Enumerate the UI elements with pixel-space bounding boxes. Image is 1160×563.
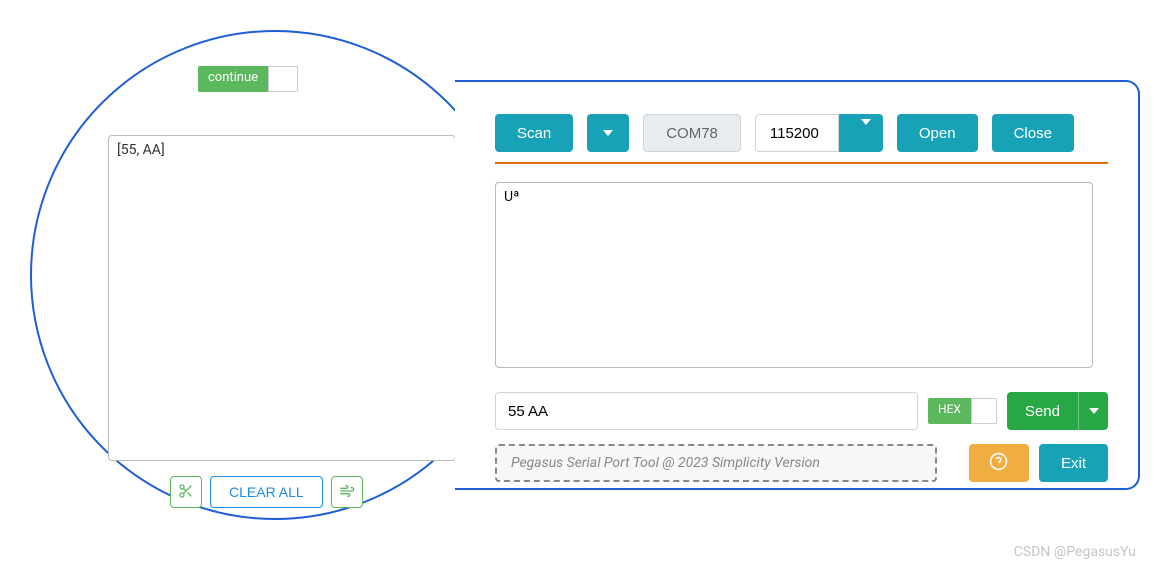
- separator-top: [495, 162, 1108, 164]
- exit-button[interactable]: Exit: [1039, 444, 1108, 482]
- port-name-display: COM78: [643, 114, 741, 152]
- caret-down-icon: [603, 130, 613, 136]
- baud-dropdown-caret[interactable]: [839, 114, 883, 152]
- baud-input[interactable]: [755, 114, 839, 152]
- app-root: continue [55, AA] CLEAR ALL Scan COM78: [20, 20, 1140, 530]
- clear-all-button[interactable]: CLEAR ALL: [210, 476, 323, 508]
- open-button[interactable]: Open: [897, 114, 978, 152]
- watermark-text: CSDN @PegasusYu: [1014, 544, 1136, 560]
- port-toolbar: Scan COM78 Open Close: [495, 114, 1108, 152]
- scissors-left-button[interactable]: [170, 476, 202, 508]
- send-dropdown-caret[interactable]: [1078, 392, 1108, 430]
- hex-toggle[interactable]: HEX: [928, 398, 997, 424]
- hex-toggle-label: HEX: [928, 398, 971, 424]
- footer-row: Pegasus Serial Port Tool @ 2023 Simplici…: [495, 444, 1108, 482]
- footer-info-text: Pegasus Serial Port Tool @ 2023 Simplici…: [495, 444, 937, 482]
- output-textarea[interactable]: Uª: [495, 182, 1093, 368]
- send-input[interactable]: [495, 392, 918, 430]
- continue-toggle-label: continue: [198, 66, 268, 92]
- history-textarea[interactable]: [55, AA]: [108, 135, 456, 461]
- send-button-group: Send: [1007, 392, 1108, 430]
- wind-right-button[interactable]: [331, 476, 363, 508]
- close-button[interactable]: Close: [992, 114, 1074, 152]
- help-icon: [989, 452, 1008, 475]
- send-row: HEX Send: [495, 392, 1108, 430]
- baud-group: [755, 114, 883, 152]
- right-panel: Scan COM78 Open Close Uª HEX Sen: [455, 80, 1140, 490]
- scissors-icon: [178, 483, 194, 502]
- exit-group: Exit: [969, 444, 1108, 482]
- scan-button[interactable]: Scan: [495, 114, 573, 152]
- wind-icon: [339, 483, 355, 502]
- help-button[interactable]: [969, 444, 1029, 482]
- send-button[interactable]: Send: [1007, 392, 1078, 430]
- hex-toggle-switch[interactable]: [971, 398, 997, 424]
- port-dropdown-caret[interactable]: [587, 114, 629, 152]
- continue-toggle[interactable]: continue: [198, 66, 298, 92]
- continue-toggle-switch[interactable]: [268, 66, 298, 92]
- caret-down-icon: [861, 119, 871, 142]
- caret-down-icon: [1089, 408, 1099, 414]
- clear-row: CLEAR ALL: [170, 476, 363, 508]
